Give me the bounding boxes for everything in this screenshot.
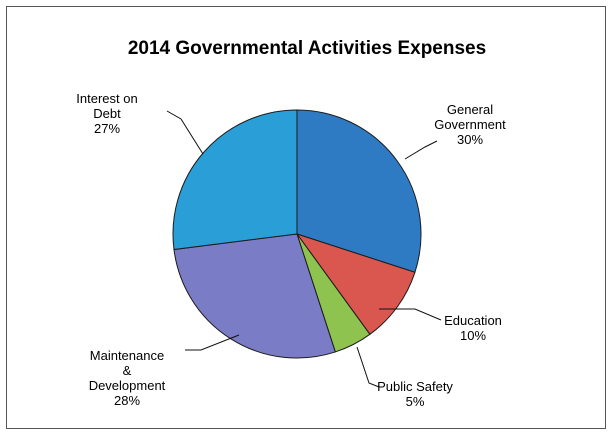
slice-name-label: Education xyxy=(444,313,502,328)
chart-title: 2014 Governmental Activities Expenses xyxy=(128,38,486,59)
chart-frame: 2014 Governmental Activities Expenses Ge… xyxy=(6,6,606,429)
slice-name-label: Debt xyxy=(93,106,121,121)
slice-label: Maintenance & Development 28% xyxy=(89,348,166,408)
leader-line xyxy=(185,334,240,351)
slice-label: Interest on Debt 27% xyxy=(76,91,137,136)
pie-slices xyxy=(172,109,422,359)
leader-lines xyxy=(166,110,442,388)
slice-name-label: Development xyxy=(89,378,166,393)
pie-chart: 2014 Governmental Activities Expenses Ge… xyxy=(76,38,506,409)
leader-line xyxy=(404,140,438,160)
slice-name-label: & xyxy=(123,363,132,378)
slice-name-label: Government xyxy=(434,117,506,132)
pie-slice xyxy=(296,109,422,273)
slice-percent-label: 28% xyxy=(114,393,140,408)
slice-percent-label: 27% xyxy=(94,121,120,136)
slice-percent-label: 5% xyxy=(406,394,425,409)
slice-name-label: General xyxy=(447,102,493,117)
slice-label: Public Safety 5% xyxy=(377,379,453,409)
slice-labels: General Government 30% Education 10% Public S… xyxy=(76,91,506,409)
slice-name-label: Public Safety xyxy=(377,379,453,394)
leader-line xyxy=(166,110,204,155)
slice-percent-label: 10% xyxy=(460,328,486,343)
slice-name-label: Maintenance xyxy=(90,348,164,363)
pie-slice xyxy=(172,109,298,251)
slice-percent-label: 30% xyxy=(457,132,483,147)
leader-line xyxy=(356,346,380,388)
slice-label: General Government 30% xyxy=(434,102,506,147)
leader-line xyxy=(379,308,442,321)
slice-label: Education 10% xyxy=(444,313,502,343)
slice-name-label: Interest on xyxy=(76,91,137,106)
